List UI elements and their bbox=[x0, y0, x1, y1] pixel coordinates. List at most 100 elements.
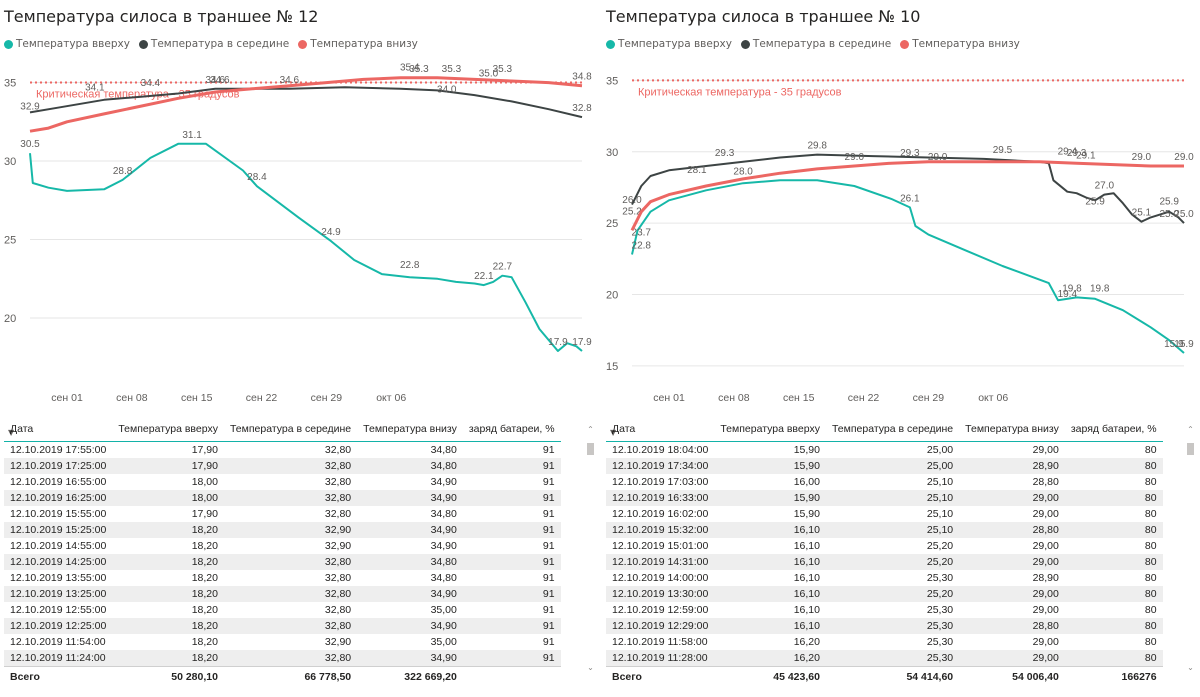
table-scrollbar[interactable]: ⌃ ⌄ bbox=[1186, 425, 1195, 675]
column-header[interactable]: Дата bbox=[606, 417, 715, 442]
column-header[interactable]: Температура внизу bbox=[959, 417, 1065, 442]
table-cell: 80 bbox=[1064, 490, 1163, 506]
data-label: 24.9 bbox=[321, 227, 341, 238]
table-row[interactable]: 12.10.2019 12:29:00 16,10 25,30 28,80 80 bbox=[606, 618, 1163, 634]
table-row[interactable]: 12.10.2019 16:02:00 15,90 25,10 29,00 80 bbox=[606, 506, 1163, 522]
legend-item-bottom[interactable]: Температура внизу bbox=[900, 38, 1020, 50]
data-label: 34.1 bbox=[85, 83, 105, 94]
table-cell: 32,80 bbox=[324, 476, 352, 488]
column-header[interactable]: Температура вверху bbox=[714, 417, 826, 442]
y-tick-label: 20 bbox=[4, 313, 16, 325]
table-row[interactable]: 12.10.2019 14:55:00 18,20 32,90 34,90 91 bbox=[4, 538, 561, 554]
table-row[interactable]: 12.10.2019 15:55:00 17,90 32,80 34,80 91 bbox=[4, 506, 561, 522]
data-label: 29.0 bbox=[1174, 152, 1194, 163]
line-chart[interactable]: 20 25 30 35 сен 01 сен 08 сен 15 сен 22 сен 29 ок… bbox=[0, 55, 598, 410]
legend-item-mid[interactable]: Температура в середине bbox=[138, 38, 289, 50]
table-cell: 12.10.2019 12:59:00 bbox=[612, 604, 709, 616]
table-cell: 32,80 bbox=[223, 586, 358, 602]
data-label: 34.8 bbox=[572, 72, 592, 83]
chart-legend: Температура вверху Температура в середин… bbox=[606, 38, 1020, 50]
table-row[interactable]: 12.10.2019 12:25:00 18,20 32,80 34,90 91 bbox=[4, 618, 561, 634]
data-label: 28.4 bbox=[247, 172, 267, 183]
data-label: 29.3 bbox=[1067, 148, 1087, 159]
chevron-down-icon[interactable]: ⌄ bbox=[1187, 663, 1194, 672]
table-row[interactable]: 12.10.2019 13:25:00 18,20 32,80 34,90 91 bbox=[4, 586, 561, 602]
table-cell: 91 bbox=[462, 554, 561, 570]
table-cell: 34,90 bbox=[357, 586, 463, 602]
y-tick-label: 30 bbox=[4, 156, 16, 168]
table-row[interactable]: 12.10.2019 12:55:00 18,20 32,80 35,00 91 bbox=[4, 602, 561, 618]
column-header[interactable]: Температура в середине bbox=[223, 417, 358, 442]
table-cell: 32,90 bbox=[324, 636, 352, 648]
table-cell: 16,10 bbox=[793, 540, 820, 552]
table-header-row: Дата Температура вверху Температура в сере… bbox=[606, 417, 1163, 442]
table-cell: 12.10.2019 15:25:00 bbox=[4, 522, 113, 538]
table-cell: 25,30 bbox=[926, 636, 954, 648]
legend-item-top[interactable]: Температура вверху bbox=[606, 38, 732, 50]
table-row[interactable]: 12.10.2019 15:32:00 16,10 25,10 28,80 80 bbox=[606, 522, 1163, 538]
table-row[interactable]: 12.10.2019 18:04:00 15,90 25,00 29,00 80 bbox=[606, 442, 1163, 459]
x-tick-label: сен 22 bbox=[246, 392, 278, 404]
table-row[interactable]: 12.10.2019 14:00:00 16,10 25,30 28,90 80 bbox=[606, 570, 1163, 586]
table-row[interactable]: 12.10.2019 12:59:00 16,10 25,30 29,00 80 bbox=[606, 602, 1163, 618]
table-cell: 16,10 bbox=[714, 522, 826, 538]
table-row[interactable]: 12.10.2019 17:34:00 15,90 25,00 28,90 80 bbox=[606, 458, 1163, 474]
table-cell: 25,00 bbox=[926, 444, 954, 456]
table-cell: 12.10.2019 18:04:00 bbox=[612, 444, 709, 456]
table-row[interactable]: 12.10.2019 17:03:00 16,00 25,10 28,80 80 bbox=[606, 474, 1163, 490]
table-row[interactable]: 12.10.2019 11:54:00 18,20 32,90 35,00 91 bbox=[4, 634, 561, 650]
table-cell: 18,00 bbox=[112, 490, 224, 506]
table-cell: 91 bbox=[462, 618, 561, 634]
table-cell: 91 bbox=[542, 444, 555, 456]
table-row[interactable]: 12.10.2019 13:30:00 16,10 25,20 29,00 80 bbox=[606, 586, 1163, 602]
legend-item-bottom[interactable]: Температура внизу bbox=[298, 38, 418, 50]
critical-threshold-label: Критическая температура - 35 градусов bbox=[638, 86, 842, 98]
scroll-thumb[interactable] bbox=[1187, 443, 1194, 455]
table-cell: 12.10.2019 12:29:00 bbox=[606, 618, 715, 634]
legend-item-mid[interactable]: Температура в середине bbox=[740, 38, 891, 50]
table-cell: 34,90 bbox=[430, 476, 457, 488]
table-row[interactable]: 12.10.2019 14:31:00 16,10 25,20 29,00 80 bbox=[606, 554, 1163, 570]
table-row[interactable]: 12.10.2019 15:01:00 16,10 25,20 29,00 80 bbox=[606, 538, 1163, 554]
table-row[interactable]: 12.10.2019 11:58:00 16,20 25,30 29,00 80 bbox=[606, 634, 1163, 650]
data-label: 29.0 bbox=[928, 152, 948, 163]
column-header[interactable]: Температура внизу bbox=[357, 417, 463, 442]
data-label: 29.3 bbox=[900, 148, 920, 159]
table-row[interactable]: 12.10.2019 11:24:00 18,20 32,80 34,90 91 bbox=[4, 650, 561, 667]
chevron-up-icon[interactable]: ⌃ bbox=[1187, 425, 1194, 434]
chevron-down-icon[interactable]: ⌄ bbox=[587, 663, 594, 672]
table-row[interactable]: 12.10.2019 17:55:00 17,90 32,80 34,80 91 bbox=[4, 442, 561, 459]
data-label: 35.3 bbox=[442, 64, 462, 75]
table-row[interactable]: 12.10.2019 14:25:00 18,20 32,80 34,80 91 bbox=[4, 554, 561, 570]
data-table: Дата Температура вверху Температура в сере… bbox=[606, 417, 1163, 687]
legend-item-top[interactable]: Температура вверху bbox=[4, 38, 130, 50]
table-row[interactable]: 12.10.2019 11:28:00 16,20 25,30 29,00 80 bbox=[606, 650, 1163, 667]
series-line-mid bbox=[631, 153, 1185, 224]
table-row[interactable]: 12.10.2019 16:33:00 15,90 25,10 29,00 80 bbox=[606, 490, 1163, 506]
table-cell: 25,20 bbox=[926, 540, 954, 552]
data-label: 29.8 bbox=[808, 141, 828, 152]
total-cell: 54 006,40 bbox=[959, 666, 1065, 687]
column-header[interactable]: Температура в середине bbox=[825, 417, 960, 442]
scroll-thumb[interactable] bbox=[587, 443, 594, 455]
column-header[interactable]: заряд батареи, % bbox=[1064, 417, 1163, 442]
table-cell: 34,80 bbox=[430, 508, 457, 520]
table-cell: 91 bbox=[462, 490, 561, 506]
table-cell: 34,80 bbox=[430, 572, 457, 584]
column-header[interactable]: Температура вверху bbox=[112, 417, 224, 442]
line-chart[interactable]: 15 20 25 30 35 сен 01 сен 08 сен 15 сен 22 сен 29… bbox=[602, 55, 1200, 410]
total-cell: 45 423,60 bbox=[714, 666, 826, 687]
column-header[interactable]: заряд батареи, % bbox=[462, 417, 561, 442]
table-row[interactable]: 12.10.2019 13:55:00 18,20 32,80 34,80 91 bbox=[4, 570, 561, 586]
table-scrollbar[interactable]: ⌃ ⌄ bbox=[586, 425, 595, 675]
column-header[interactable]: Дата bbox=[4, 417, 113, 442]
chevron-up-icon[interactable]: ⌃ bbox=[587, 425, 594, 434]
table-cell: 32,80 bbox=[223, 490, 358, 506]
table-row[interactable]: 12.10.2019 17:25:00 17,90 32,80 34,80 91 bbox=[4, 458, 561, 474]
table-cell: 18,20 bbox=[112, 586, 224, 602]
table-cell: 12.10.2019 11:28:00 bbox=[606, 650, 715, 667]
table-cell: 80 bbox=[1144, 444, 1157, 456]
table-row[interactable]: 12.10.2019 15:25:00 18,20 32,90 34,90 91 bbox=[4, 522, 561, 538]
table-row[interactable]: 12.10.2019 16:55:00 18,00 32,80 34,90 91 bbox=[4, 474, 561, 490]
table-row[interactable]: 12.10.2019 16:25:00 18,00 32,80 34,90 91 bbox=[4, 490, 561, 506]
